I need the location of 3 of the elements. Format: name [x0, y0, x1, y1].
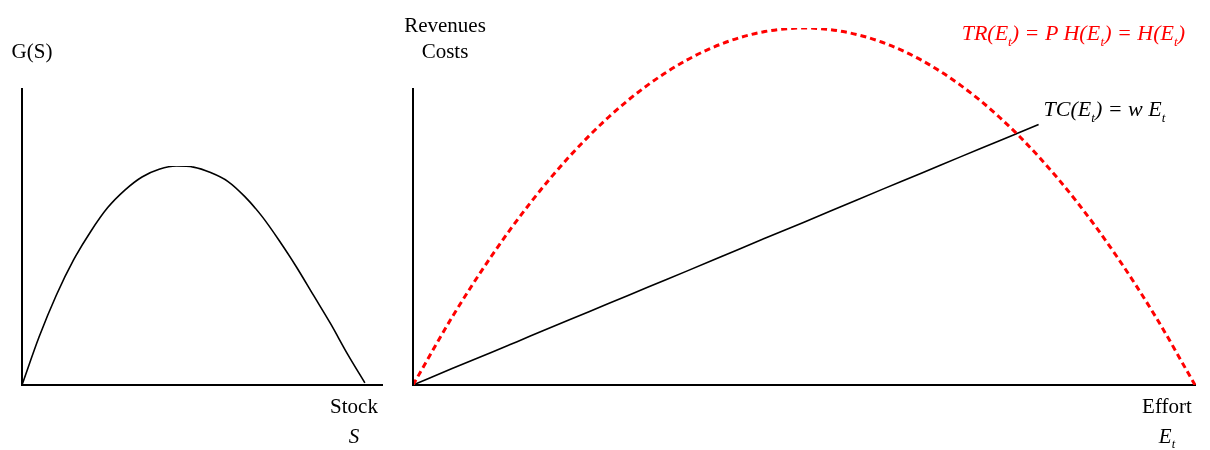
y-axis-title: G(S)	[11, 39, 53, 63]
y-axis-title: Revenues Costs	[404, 13, 486, 63]
x-axis-title: Stock S	[330, 394, 379, 448]
